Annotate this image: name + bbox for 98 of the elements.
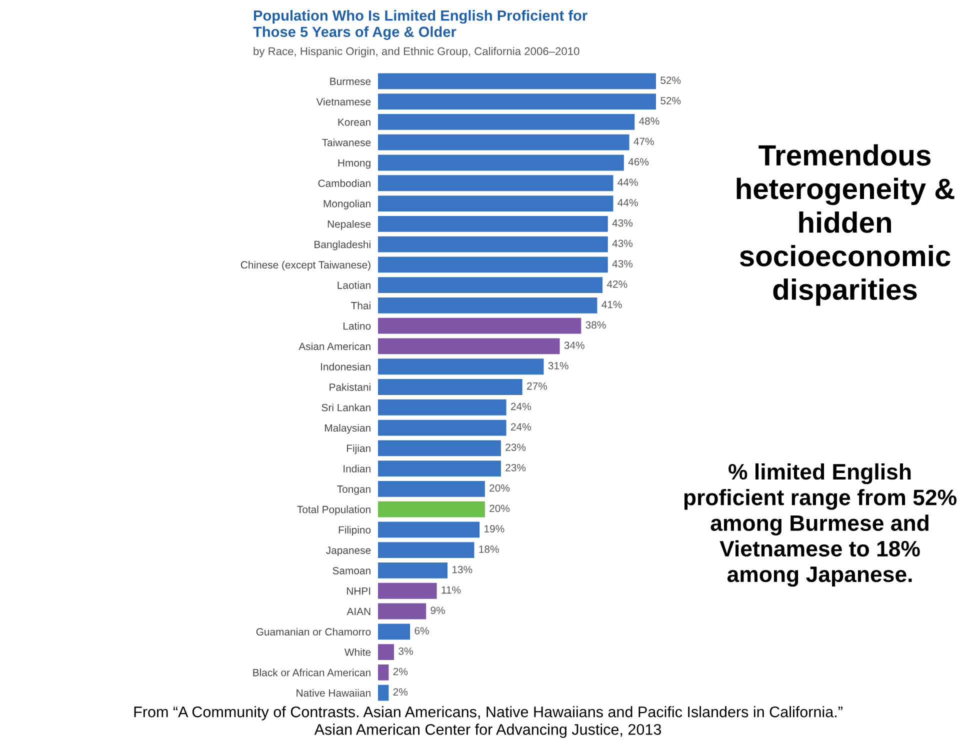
y-tick-label: Vietnamese xyxy=(316,98,371,106)
y-tick-label: NHPI xyxy=(347,587,370,595)
bar xyxy=(378,175,614,192)
y-tick-label: Bangladeshi xyxy=(314,240,370,250)
bar xyxy=(378,256,608,273)
data-label: 41% xyxy=(602,300,622,308)
y-tick-label: Indonesian xyxy=(321,362,370,370)
bar xyxy=(378,562,448,578)
data-label: 20% xyxy=(490,504,510,512)
data-label: 2% xyxy=(393,688,408,696)
bar xyxy=(378,684,389,701)
data-label: 20% xyxy=(490,484,510,492)
y-tick-label: Latino xyxy=(344,322,371,330)
bar xyxy=(378,114,635,130)
data-label: 24% xyxy=(511,402,531,410)
data-label: 43% xyxy=(612,219,633,227)
data-label: 13% xyxy=(452,566,472,574)
text: From “A Community of Contrasts. Asian Americans, Native Hawaiians and Pacific Islanders in California.” Asian American Center for Advancing Justice, 2013 xyxy=(134,706,842,738)
bar xyxy=(378,582,437,599)
data-label: 38% xyxy=(586,321,606,329)
bar xyxy=(378,73,656,90)
data-label: 19% xyxy=(484,525,504,533)
bar xyxy=(378,501,485,518)
bar xyxy=(378,358,544,375)
y-tick-label: Taiwanese xyxy=(322,138,371,146)
bar xyxy=(378,603,426,620)
text: Tremendous heterogeneity & hidden socioeconomic disparities xyxy=(736,144,954,306)
bar xyxy=(378,480,485,497)
bar xyxy=(378,624,410,640)
y-tick-label: Tongan xyxy=(337,486,370,495)
data-label: 46% xyxy=(628,158,649,166)
y-tick-label: Chinese (except Taiwanese) xyxy=(240,260,370,271)
data-label: 23% xyxy=(506,444,526,451)
y-tick-label: Korean xyxy=(338,118,370,126)
data-label: 31% xyxy=(548,362,568,370)
y-tick-label: White xyxy=(344,648,371,656)
data-label: 43% xyxy=(612,260,633,268)
chart-subtitle: by Race, Hispanic Origin, and Ethnic Group, California 2006–2010 xyxy=(254,47,580,58)
y-tick-label: Thai xyxy=(351,302,370,310)
data-label: 11% xyxy=(442,586,461,594)
bar xyxy=(378,644,394,660)
y-tick-label: Total Population xyxy=(297,506,370,516)
y-tick-label: Asian American xyxy=(298,342,370,350)
bar xyxy=(378,440,501,456)
bar xyxy=(378,460,501,476)
data-label: 52% xyxy=(660,97,681,104)
y-tick-label: AIAN xyxy=(346,608,370,616)
bar xyxy=(378,318,582,334)
y-tick-label: Fijian xyxy=(347,444,370,454)
y-tick-label: Burmese xyxy=(330,78,371,86)
data-label: 6% xyxy=(414,627,429,634)
chart-title: Population Who Is Limited English Proficient for Those 5 Years of Age & Older xyxy=(253,10,588,40)
bar xyxy=(378,542,474,558)
data-label: 24% xyxy=(511,423,531,431)
bar xyxy=(378,522,480,538)
bar xyxy=(378,399,506,416)
y-tick-label: Guamanian or Chamorro xyxy=(256,628,371,636)
bar xyxy=(378,134,630,150)
data-label: 3% xyxy=(398,647,413,655)
bar xyxy=(378,298,598,314)
text: % limited English proficient range from 52% among Burmese and Vietnamese to 18% among Japanese. xyxy=(684,463,956,587)
y-tick-label: Malaysian xyxy=(325,424,370,434)
data-label: 27% xyxy=(527,382,547,390)
bar xyxy=(378,664,389,680)
data-label: 44% xyxy=(618,198,638,206)
data-label: 2% xyxy=(393,668,408,676)
bar xyxy=(378,154,624,171)
data-label: 34% xyxy=(564,342,584,350)
bar xyxy=(378,236,608,252)
data-label: 43% xyxy=(612,240,633,248)
data-label: 52% xyxy=(660,76,681,84)
y-tick-label: Black or African American xyxy=(253,668,370,676)
bar xyxy=(378,420,506,436)
bar xyxy=(378,379,522,395)
y-tick-label: Pakistani xyxy=(330,383,370,391)
bar xyxy=(378,216,608,232)
data-label: 18% xyxy=(479,546,499,553)
y-tick-label: Laotian xyxy=(338,281,370,289)
y-tick-label: Cambodian xyxy=(318,179,370,188)
y-tick-label: Filipino xyxy=(338,526,371,536)
y-tick-label: Nepalese xyxy=(328,220,371,230)
y-tick-label: Native Hawaiian xyxy=(296,689,370,697)
y-tick-label: Hmong xyxy=(338,159,370,169)
bar xyxy=(378,277,603,294)
data-label: 47% xyxy=(634,138,654,146)
bar xyxy=(378,338,560,354)
y-tick-label: Sri Lankan xyxy=(322,404,370,412)
data-label: 9% xyxy=(430,606,445,614)
y-tick-label: Samoan xyxy=(332,566,370,574)
data-label: 48% xyxy=(639,117,660,125)
y-tick-label: Mongolian xyxy=(324,200,370,210)
bar xyxy=(378,94,656,110)
y-tick-label: Indian xyxy=(344,464,370,472)
bar xyxy=(378,196,614,212)
data-label: 44% xyxy=(618,178,638,186)
data-label: 42% xyxy=(606,280,628,288)
data-label: 23% xyxy=(506,464,526,472)
y-tick-label: Japanese xyxy=(326,546,371,556)
